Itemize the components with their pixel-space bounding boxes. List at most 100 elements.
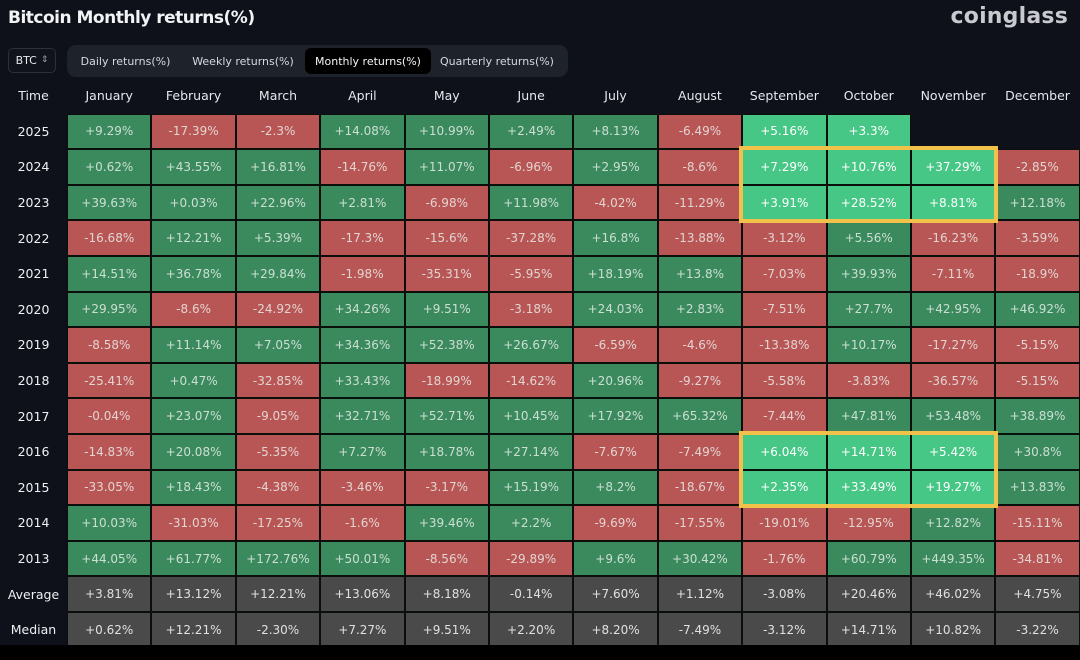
return-cell: +39.63% [67,184,152,221]
return-cell: -32.85% [235,362,321,399]
return-cell: +18.19% [573,255,658,292]
median-cell: +12.21% [151,611,236,648]
return-cell: +6.04% [742,433,827,470]
column-header-april: April [348,88,377,104]
return-cell: +18.78% [404,433,489,470]
return-cell: -36.57% [910,362,996,399]
return-cell: -17.25% [235,505,321,541]
return-cell: -3.18% [488,291,574,328]
return-cell: -7.49% [657,433,743,470]
return-cell: +47.81% [826,398,911,434]
return-cell: +27.14% [488,433,574,470]
column-header-december: December [1005,88,1070,104]
return-cell: +0.62% [67,149,152,185]
return-cell: +8.2% [573,469,658,506]
coin-selector[interactable]: BTC ⇕ [8,48,56,73]
return-cell: +2.81% [320,184,405,221]
return-cell: +10.76% [826,149,911,185]
return-cell: +3.3% [826,113,911,150]
return-cell: -6.49% [657,113,743,150]
tab-monthly-returns[interactable]: Monthly returns(%) [305,48,431,74]
tab-daily-returns[interactable]: Daily returns(%) [80,54,171,68]
return-cell: -4.38% [235,469,321,506]
return-cell: -15.6% [404,220,489,256]
return-cell: +7.05% [235,327,321,363]
average-cell: +12.21% [235,576,321,612]
tab-quarterly-returns[interactable]: Quarterly returns(%) [440,54,554,68]
return-cell: -3.83% [826,362,911,399]
return-cell: -16.23% [910,220,996,256]
return-cell: +10.45% [488,398,574,434]
row-label-average: Average [7,586,60,602]
median-cell: -2.30% [235,611,321,648]
return-cell: -33.05% [67,469,152,506]
median-cell: -3.12% [742,611,827,648]
return-cell: +27.7% [826,291,911,328]
return-cell: -3.46% [320,469,405,506]
return-cell: +9.6% [573,540,658,577]
row-label-2017: 2017 [17,408,50,424]
average-cell: -0.14% [488,576,574,612]
page-title: Bitcoin Monthly returns(%) [8,8,255,28]
average-cell: +3.81% [67,576,152,612]
column-header-october: October [843,88,894,104]
return-cell: -7.11% [910,255,996,292]
return-cell: +29.95% [67,291,152,328]
return-cell: +39.46% [404,505,489,541]
empty-cell [995,114,1079,150]
return-cell: -17.39% [151,113,236,150]
return-cell: -7.67% [573,433,658,470]
return-cell: +3.91% [742,184,827,221]
return-cell: +2.2% [488,505,574,541]
column-header-august: August [678,88,722,104]
return-cell: +38.89% [995,398,1080,434]
return-cell: +33.43% [320,362,405,399]
column-header-time: Time [18,88,49,104]
return-cell: -15.11% [995,505,1080,541]
column-header-january: January [85,88,133,104]
up-down-chevron-icon: ⇕ [40,55,49,65]
return-cell: +61.77% [151,540,236,577]
return-cell: +17.92% [573,398,658,434]
median-cell: -3.22% [995,611,1080,648]
column-header-march: March [258,88,298,104]
return-cell: -6.59% [573,327,658,363]
return-cell: +11.14% [151,327,236,363]
return-cell: +7.27% [320,433,405,470]
return-cell: +10.03% [67,505,152,541]
return-cell: +13.8% [657,255,743,292]
return-cell: +50.01% [320,540,405,577]
return-cell: -7.03% [742,255,827,292]
return-cell: -5.58% [742,362,827,399]
return-cell: +2.83% [657,291,743,328]
return-cell: -7.51% [742,291,827,328]
return-cell: +29.84% [235,255,321,292]
median-cell: +8.20% [573,611,658,648]
return-cell: -8.56% [404,540,489,577]
return-cell: -18.67% [657,469,743,506]
row-label-2018: 2018 [17,373,50,389]
return-cell: -4.02% [573,184,658,221]
return-cell: +8.81% [910,184,996,221]
return-cell: +14.08% [320,113,405,150]
average-cell: +1.12% [657,576,743,612]
tab-weekly-returns[interactable]: Weekly returns(%) [192,54,294,68]
average-cell: +4.75% [995,576,1080,612]
row-label-2024: 2024 [17,159,50,175]
row-label-2020: 2020 [17,301,50,317]
median-cell: +9.51% [404,611,489,648]
row-label-2014: 2014 [17,515,50,531]
return-cell: -2.85% [995,149,1080,185]
return-cell: +24.03% [573,291,658,328]
median-cell: +0.62% [67,611,152,648]
return-cell: +36.78% [151,255,236,292]
column-header-february: February [165,88,222,104]
median-cell: -7.49% [657,611,743,648]
return-cell: +42.95% [910,291,996,328]
return-cell: +11.98% [488,184,574,221]
return-cell: -9.69% [573,505,658,541]
monthly-returns-heatmap: Time January February March April May June July… [0,78,1080,648]
return-cell: -3.12% [742,220,827,256]
return-cell: +2.49% [488,113,574,150]
return-cell: +32.71% [320,398,405,434]
